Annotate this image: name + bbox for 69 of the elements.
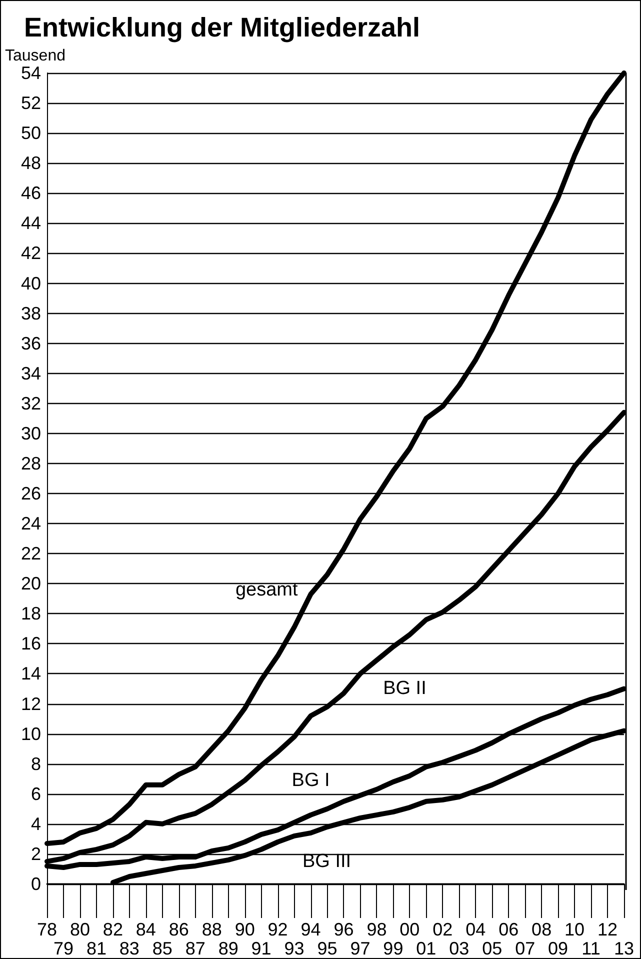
x-tick-label: 04 (466, 920, 486, 940)
y-tick-label: 26 (20, 484, 41, 504)
x-tick-label: 99 (383, 938, 404, 958)
x-tick-label: 79 (53, 938, 74, 958)
y-tick-label: 28 (20, 453, 41, 474)
y-tick-label: 10 (20, 724, 41, 744)
x-tick-label: 80 (70, 920, 90, 940)
x-tick-label: 00 (400, 920, 420, 940)
y-tick-label: 20 (20, 574, 41, 594)
y-tick-label: 18 (20, 604, 41, 624)
y-axis-title: Tausend (5, 48, 66, 65)
y-tick-label: 0 (30, 874, 41, 894)
x-tick-label: 01 (416, 938, 436, 958)
y-tick-label: 54 (20, 63, 41, 83)
y-tick-label: 44 (20, 213, 41, 234)
x-tick-label: 82 (102, 920, 123, 940)
x-tick-label: 07 (515, 938, 536, 958)
x-tick-label: 12 (598, 920, 618, 940)
y-tick-label: 46 (20, 183, 41, 204)
y-tick-label: 24 (20, 514, 41, 534)
x-tick-label: 83 (119, 938, 140, 958)
x-tick-label: 92 (268, 920, 288, 940)
x-tick-label: 81 (86, 938, 106, 958)
x-tick-label: 93 (284, 938, 304, 958)
x-tick-label: 85 (152, 938, 172, 958)
x-tick-label: 84 (136, 920, 156, 940)
x-tick-label: 96 (334, 920, 354, 940)
x-tick-label: 03 (449, 938, 470, 958)
y-tick-label: 52 (20, 93, 41, 114)
x-tick-label: 10 (564, 920, 585, 940)
x-tick-label: 98 (366, 920, 387, 940)
y-tick-label: 50 (20, 123, 41, 144)
y-tick-label: 12 (20, 694, 41, 714)
x-tick-label: 95 (317, 938, 338, 958)
x-tick-label: 91 (251, 938, 272, 958)
y-tick-label: 36 (20, 333, 41, 354)
y-tick-label: 4 (30, 814, 41, 834)
y-tick-label: 22 (20, 544, 41, 564)
y-tick-label: 6 (30, 784, 41, 804)
series-label: BG II (383, 678, 426, 700)
x-tick-label: 86 (168, 920, 189, 940)
y-tick-label: 42 (20, 243, 41, 264)
x-tick-label: 02 (432, 920, 453, 940)
x-tick-label: 09 (548, 938, 568, 958)
x-tick-label: 87 (185, 938, 206, 958)
y-tick-label: 32 (20, 393, 41, 414)
y-tick-label: 2 (30, 844, 41, 864)
y-tick-label: 34 (20, 363, 41, 384)
x-tick-label: 06 (498, 920, 519, 940)
x-tick-label: 05 (482, 938, 502, 958)
chart-title: Entwicklung der Mitgliederzahl (24, 12, 420, 42)
x-tick-label: 78 (36, 920, 58, 940)
y-tick-label: 48 (20, 153, 41, 174)
y-tick-label: 38 (20, 303, 41, 324)
x-tick-label: 90 (234, 920, 255, 940)
x-tick-label: 11 (582, 938, 600, 958)
x-tick-label: 88 (202, 920, 222, 940)
x-tick-label: 08 (532, 920, 552, 940)
x-tick-label: 89 (218, 938, 238, 958)
y-tick-label: 14 (20, 664, 41, 684)
y-tick-label: 8 (30, 754, 41, 774)
x-tick-label: 13 (614, 938, 634, 958)
series-label: gesamt (235, 580, 298, 601)
y-tick-label: 40 (20, 273, 41, 294)
series-label: BG I (292, 770, 330, 791)
x-tick-label: 94 (300, 920, 321, 940)
x-tick-label: 97 (350, 938, 370, 958)
y-tick-label: 16 (20, 634, 41, 654)
y-tick-label: 30 (20, 423, 41, 444)
